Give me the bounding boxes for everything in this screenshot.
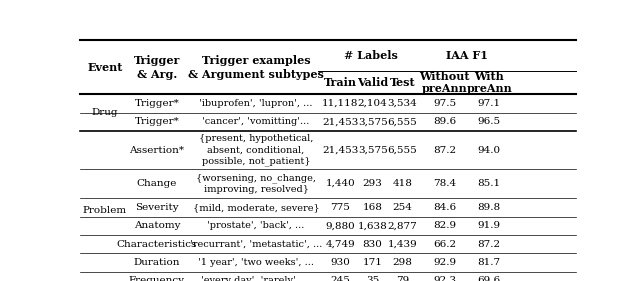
Text: Assertion*: Assertion* bbox=[129, 146, 184, 155]
Text: 1,439: 1,439 bbox=[388, 240, 417, 249]
Text: 97.1: 97.1 bbox=[477, 99, 500, 108]
Text: {present, hypothetical,
absent, conditional,
possible, not_patient}: {present, hypothetical, absent, conditio… bbox=[199, 134, 313, 166]
Text: 171: 171 bbox=[363, 258, 383, 267]
Text: Without
preAnn: Without preAnn bbox=[419, 71, 470, 94]
Text: 293: 293 bbox=[363, 179, 383, 188]
Text: 418: 418 bbox=[392, 179, 412, 188]
Text: Train: Train bbox=[324, 77, 357, 88]
Text: 87.2: 87.2 bbox=[477, 240, 500, 249]
Text: 94.0: 94.0 bbox=[477, 146, 500, 155]
Text: 'every day', 'rarely', ...: 'every day', 'rarely', ... bbox=[201, 277, 311, 281]
Text: 97.5: 97.5 bbox=[433, 99, 456, 108]
Text: 91.9: 91.9 bbox=[477, 221, 500, 230]
Text: 82.9: 82.9 bbox=[433, 221, 456, 230]
Text: '1 year', 'two weeks', ...: '1 year', 'two weeks', ... bbox=[198, 258, 314, 267]
Text: 3,575: 3,575 bbox=[358, 117, 387, 126]
Text: 245: 245 bbox=[330, 277, 350, 281]
Text: 168: 168 bbox=[363, 203, 383, 212]
Text: Drug: Drug bbox=[92, 108, 118, 117]
Text: 35: 35 bbox=[366, 277, 380, 281]
Text: 69.6: 69.6 bbox=[477, 277, 500, 281]
Text: 84.6: 84.6 bbox=[433, 203, 456, 212]
Text: 775: 775 bbox=[330, 203, 350, 212]
Text: 96.5: 96.5 bbox=[477, 117, 500, 126]
Text: Trigger*: Trigger* bbox=[134, 117, 179, 126]
Text: With
preAnn: With preAnn bbox=[467, 71, 512, 94]
Text: Trigger examples
& Argument subtypes: Trigger examples & Argument subtypes bbox=[188, 55, 324, 80]
Text: 4,749: 4,749 bbox=[326, 240, 355, 249]
Text: IAA F1: IAA F1 bbox=[446, 50, 488, 61]
Text: 254: 254 bbox=[392, 203, 412, 212]
Text: 3,534: 3,534 bbox=[388, 99, 417, 108]
Text: 81.7: 81.7 bbox=[477, 258, 500, 267]
Text: 89.8: 89.8 bbox=[477, 203, 500, 212]
Text: 'prostate', 'back', ...: 'prostate', 'back', ... bbox=[207, 221, 305, 230]
Text: Test: Test bbox=[390, 77, 415, 88]
Text: 2,104: 2,104 bbox=[358, 99, 387, 108]
Text: 21,453: 21,453 bbox=[322, 146, 358, 155]
Text: 298: 298 bbox=[392, 258, 412, 267]
Text: 2,877: 2,877 bbox=[388, 221, 417, 230]
Text: 11,118: 11,118 bbox=[322, 99, 358, 108]
Text: 85.1: 85.1 bbox=[477, 179, 500, 188]
Text: {mild, moderate, severe}: {mild, moderate, severe} bbox=[193, 203, 319, 212]
Text: Trigger
& Arg.: Trigger & Arg. bbox=[134, 55, 180, 80]
Text: Valid: Valid bbox=[357, 77, 388, 88]
Text: 66.2: 66.2 bbox=[433, 240, 456, 249]
Text: 92.3: 92.3 bbox=[433, 277, 456, 281]
Text: 'recurrant', 'metastatic', ...: 'recurrant', 'metastatic', ... bbox=[190, 240, 323, 249]
Text: 79: 79 bbox=[396, 277, 409, 281]
Text: 21,453: 21,453 bbox=[322, 117, 358, 126]
Text: 6,555: 6,555 bbox=[388, 146, 417, 155]
Text: 78.4: 78.4 bbox=[433, 179, 456, 188]
Text: Anatomy: Anatomy bbox=[134, 221, 180, 230]
Text: 930: 930 bbox=[330, 258, 350, 267]
Text: 'cancer', 'vomitting'...: 'cancer', 'vomitting'... bbox=[202, 117, 310, 126]
Text: 87.2: 87.2 bbox=[433, 146, 456, 155]
Text: # Labels: # Labels bbox=[344, 50, 398, 61]
Text: Problem: Problem bbox=[83, 206, 127, 215]
Text: 6,555: 6,555 bbox=[388, 117, 417, 126]
Text: 9,880: 9,880 bbox=[326, 221, 355, 230]
Text: 3,575: 3,575 bbox=[358, 146, 387, 155]
Text: 830: 830 bbox=[363, 240, 383, 249]
Text: Event: Event bbox=[87, 62, 122, 73]
Text: {worsening, no_change,
improving, resolved}: {worsening, no_change, improving, resolv… bbox=[196, 173, 316, 194]
Text: 1,440: 1,440 bbox=[326, 179, 355, 188]
Text: Change: Change bbox=[137, 179, 177, 188]
Text: 1,638: 1,638 bbox=[358, 221, 387, 230]
Text: Trigger*: Trigger* bbox=[134, 99, 179, 108]
Text: 92.9: 92.9 bbox=[433, 258, 456, 267]
Text: Severity: Severity bbox=[135, 203, 179, 212]
Text: Duration: Duration bbox=[134, 258, 180, 267]
Text: 89.6: 89.6 bbox=[433, 117, 456, 126]
Text: Frequency: Frequency bbox=[129, 277, 185, 281]
Text: 'ibuprofen', 'lupron', ...: 'ibuprofen', 'lupron', ... bbox=[199, 99, 313, 108]
Text: Characteristics: Characteristics bbox=[116, 240, 197, 249]
